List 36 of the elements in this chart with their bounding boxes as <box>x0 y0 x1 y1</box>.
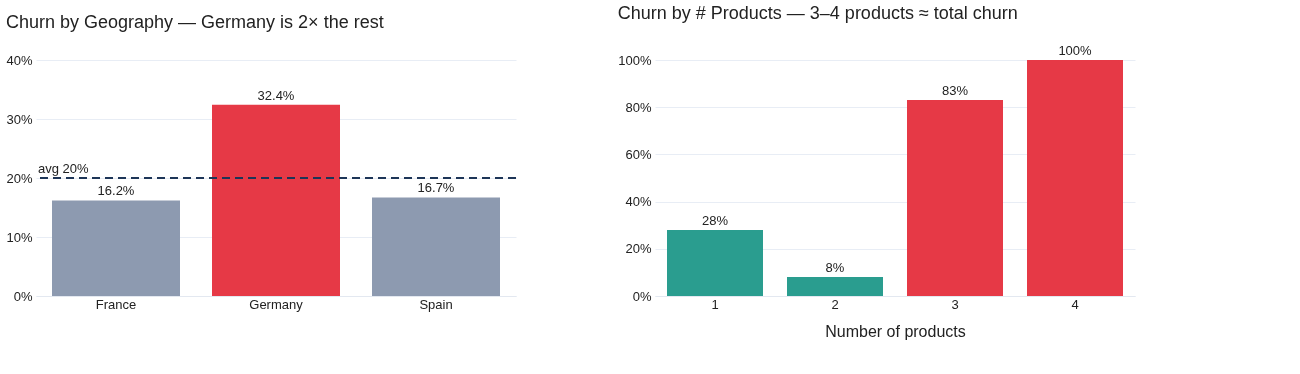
bar <box>52 200 180 296</box>
y-tick-label: 80% <box>625 99 652 115</box>
bar <box>1027 60 1123 296</box>
bar <box>787 277 883 296</box>
chart-title: Churn by Geography — Germany is 2× the rest <box>5 12 384 32</box>
data-label: 16.7% <box>417 180 455 196</box>
x-tick-label: Spain <box>419 296 453 312</box>
x-tick-label: 1 <box>711 296 719 312</box>
y-tick-label: 30% <box>6 111 33 127</box>
y-tick-label: 10% <box>6 229 33 245</box>
ref-line-label: avg 20% <box>38 161 90 176</box>
y-tick-label: 60% <box>625 146 652 162</box>
bar <box>372 197 500 296</box>
x-tick-label: 4 <box>1071 296 1079 312</box>
data-label: 28% <box>701 212 729 228</box>
x-axis-title: Number of products <box>825 322 966 340</box>
y-tick-label: 0% <box>632 288 652 304</box>
x-tick-label: France <box>95 296 137 312</box>
y-tick-label: 100% <box>618 52 652 68</box>
bar <box>212 104 340 296</box>
y-tick-label: 40% <box>625 194 652 210</box>
y-tick-label: 20% <box>625 241 652 257</box>
chart-title: Churn by # Products — 3–4 products ≈ total churn <box>617 3 1018 23</box>
data-label: 100% <box>1058 43 1093 58</box>
x-tick-label: 2 <box>831 296 839 312</box>
data-label: 83% <box>941 83 969 99</box>
x-tick-label: 3 <box>951 296 959 312</box>
y-tick-label: 40% <box>6 52 33 68</box>
bar <box>907 100 1003 296</box>
data-label: 16.2% <box>97 183 135 199</box>
data-label: 8% <box>825 260 845 276</box>
y-tick-label: 0% <box>13 288 33 304</box>
bar <box>667 229 763 296</box>
x-tick-label: Germany <box>249 296 304 312</box>
y-tick-label: 20% <box>6 170 33 186</box>
data-label: 32.4% <box>257 87 295 103</box>
